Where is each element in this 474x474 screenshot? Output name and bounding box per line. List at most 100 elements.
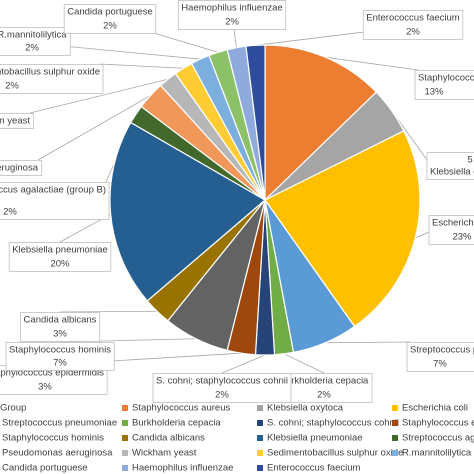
legend-swatch	[122, 465, 128, 471]
label-box	[362, 10, 464, 40]
legend-swatch	[392, 405, 398, 411]
label-box	[0, 27, 71, 56]
category-label: Klebsiella oxytoca	[430, 167, 474, 178]
leader-line	[325, 56, 419, 71]
legend-label: S. cohni; staphylococcus cohnii	[267, 418, 399, 429]
category-label: Streptococcus pneumoniae	[410, 345, 474, 356]
legend-swatch	[122, 405, 128, 411]
data-label: Sedimentobacillus sulphur oxide 2%	[0, 64, 104, 94]
pie-slice	[264, 44, 378, 202]
legend-title: Group	[0, 403, 26, 414]
value-label: 2%	[406, 27, 420, 38]
category-label: Wickham yeast	[0, 116, 30, 127]
value-label: 3%	[38, 382, 52, 393]
value-label: 2%	[3, 207, 17, 218]
data-label: Wickham yeast	[0, 113, 34, 129]
data-label: Burkholderia cepacia 2%	[276, 373, 373, 403]
category-label: Staphylococcus epidermidis	[0, 368, 104, 379]
category-label: Burkholderia cepacia	[280, 376, 369, 387]
label-box	[5, 342, 115, 371]
label-box	[152, 373, 292, 403]
legend-label: Sedimentobacillus sulphur oxide	[267, 448, 403, 459]
leader-line	[29, 78, 168, 114]
pie-slice	[245, 44, 266, 201]
legend-swatch	[122, 420, 128, 426]
data-label: Staphylococcus hominis 7%	[5, 342, 115, 371]
label-box	[20, 312, 101, 342]
legend-swatch	[392, 450, 398, 456]
value-label: 2%	[215, 390, 229, 401]
legend-label: Klebsiella pneumoniae	[267, 433, 363, 444]
value-label: 2%	[225, 17, 239, 28]
leader-line	[37, 95, 151, 161]
leader-line	[59, 310, 158, 313]
category-label: Staphylococcus hominis	[9, 345, 111, 356]
legend-label: Wickham yeast	[132, 448, 197, 459]
legend-swatch	[257, 435, 263, 441]
legend-swatch	[392, 435, 398, 441]
value-label: 2%	[103, 21, 117, 32]
category-label: R.mannitolilytica	[0, 30, 67, 41]
pie-slice	[109, 121, 267, 302]
category-label: Streptococcus agalactiae (group B)	[0, 185, 106, 196]
category-label: Haemophilus influenzae	[181, 3, 282, 14]
category-label: Pseudomonas aeruginosa	[0, 163, 39, 174]
label-box	[414, 70, 474, 100]
legend-label: Burkholderia cepacia	[132, 418, 221, 429]
category-label: Klebsiella pneumoniae	[12, 245, 108, 256]
leader-line	[283, 353, 325, 374]
data-label: Staphylococcus aureus 13%	[414, 70, 474, 100]
data-label: Klebsiella oxytoca5	[426, 152, 474, 180]
value-label: 13%	[424, 87, 444, 98]
value-label: 7%	[53, 358, 67, 369]
legend-label: Klebsiella oxytoca	[267, 403, 344, 414]
data-label: Candida portuguese 2%	[63, 4, 157, 34]
label-box	[177, 0, 287, 30]
legend-swatch	[257, 465, 263, 471]
value-label: 20%	[50, 259, 70, 270]
legend-label: Streptococcus agalactiae (group B)	[402, 433, 474, 444]
data-label: Escherichia coli 23%	[428, 215, 474, 245]
value-label: 3%	[53, 329, 67, 340]
label-box	[426, 152, 474, 180]
legend-swatch	[122, 435, 128, 441]
labels: Staphylococcus aureus 13% Klebsiella oxyto…	[0, 0, 474, 403]
label-box	[8, 242, 112, 272]
legend-swatch	[257, 405, 263, 411]
data-label: Haemophilus influenzae 2%	[177, 0, 287, 30]
category-label: Staphylococcus aureus	[418, 73, 474, 84]
data-label: Candida albicans 3%	[20, 312, 101, 342]
label-box	[428, 215, 474, 245]
label-box	[0, 182, 110, 220]
legend-label: Candida albicans	[132, 433, 205, 444]
data-label: Streptococcus agalactiae (group B) 2%	[0, 182, 110, 220]
legend-label: Enterococcus faecium	[267, 463, 361, 474]
data-label: Klebsiella pneumoniae 20%	[8, 242, 112, 272]
value-label: 2%	[317, 390, 331, 401]
leader-line	[325, 341, 411, 344]
category-label: Candida portuguese	[67, 7, 153, 18]
legend-label: Staphylococcus epidermidis	[402, 418, 474, 429]
legend-label: R.mannitolilytica	[402, 448, 472, 459]
leader-line	[99, 63, 184, 69]
data-label: S. cohni; staphylococcus cohnii 2%	[152, 373, 292, 403]
value-label: 7%	[433, 359, 447, 370]
legend-swatch	[392, 420, 398, 426]
value-label: 2%	[5, 81, 19, 92]
data-label: Enterococcus faecium 2%	[362, 10, 464, 40]
label-box	[276, 373, 373, 403]
legend-label: Escherichia coli	[402, 403, 468, 414]
legend-swatch	[257, 420, 263, 426]
value-label: 2%	[25, 43, 39, 54]
legend-label: Staphylococcus hominis	[2, 433, 104, 444]
legend-label: Pseudomonas aeruginosa	[2, 448, 113, 459]
data-label: Streptococcus pneumoniae 7%	[406, 342, 474, 372]
label-box	[63, 4, 157, 34]
legend-label: Candida portuguese	[2, 463, 88, 474]
data-label: R.mannitolilytica 2%	[0, 27, 71, 56]
pie-slice	[264, 130, 421, 328]
label-box	[0, 64, 104, 94]
category-label: Sedimentobacillus sulphur oxide	[0, 67, 100, 78]
value-label: 5	[467, 155, 472, 166]
